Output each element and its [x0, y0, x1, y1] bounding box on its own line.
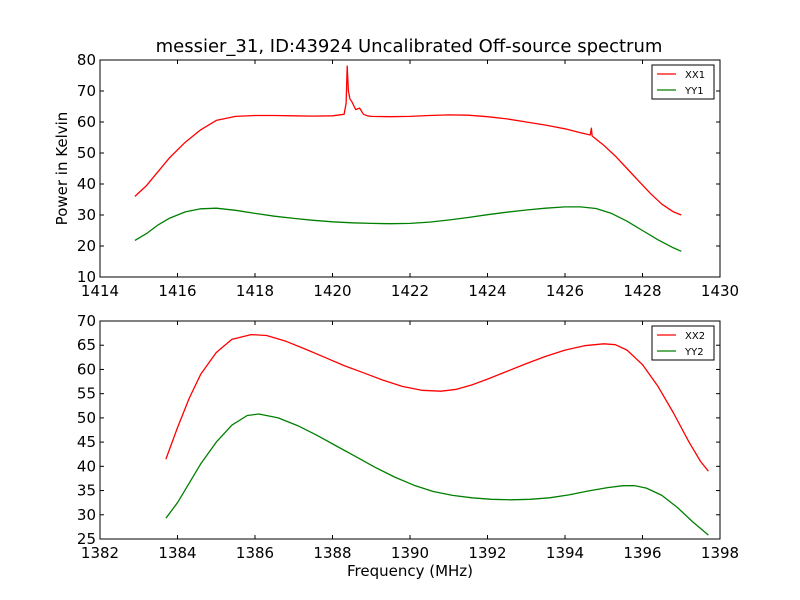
x-tick-label: 1420 [313, 282, 351, 300]
bottom-panel: 1382 1384 1386 1388 1390 1392 1394 1396 1398 25 30… [77, 312, 739, 580]
series-line-xx1 [134, 65, 682, 216]
y-tick-label: 30 [77, 206, 96, 224]
top-panel: 1414 1416 1418 1420 1422 1424 1426 1428 1430 10 20… [53, 51, 739, 300]
x-tick-label: 1414 [81, 282, 119, 300]
legend-label-yy1: YY1 [684, 86, 704, 97]
y-tick-label: 45 [77, 433, 96, 451]
x-tick-label: 1396 [623, 544, 661, 562]
x-tick-label: 1426 [546, 282, 584, 300]
y-tick-label: 30 [77, 506, 96, 524]
series-line-yy2 [165, 413, 709, 536]
x-tick-label: 1384 [158, 544, 196, 562]
y-tick-label: 20 [77, 237, 96, 255]
x-tick-label: 1388 [313, 544, 351, 562]
y-axis-label: Power in Kelvin [53, 112, 71, 226]
legend-label-xx1: XX1 [685, 70, 705, 81]
y-tick-label: 55 [77, 385, 96, 403]
y-tick-label: 60 [77, 113, 96, 131]
y-tick-label: 80 [77, 51, 96, 69]
series-line-yy1 [134, 206, 682, 252]
x-tick-label: 1394 [546, 544, 584, 562]
y-tick-label: 25 [77, 530, 96, 548]
x-axis-label: Frequency (MHz) [347, 562, 473, 580]
y-tick-label: 50 [77, 409, 96, 427]
x-tick-label: 1428 [623, 282, 661, 300]
y-tick-label: 40 [77, 175, 96, 193]
x-tick-label: 1418 [236, 282, 274, 300]
legend-label-xx2: XX2 [685, 331, 705, 342]
legend-label-yy2: YY2 [684, 347, 704, 358]
x-tick-label: 1398 [701, 544, 739, 562]
x-tick-label: 1422 [391, 282, 429, 300]
x-tick-label: 1430 [701, 282, 739, 300]
y-tick-label: 40 [77, 457, 96, 475]
y-tick-label: 35 [77, 482, 96, 500]
x-tick-label: 1416 [158, 282, 196, 300]
plot-frame [99, 320, 721, 540]
y-tick-label: 70 [77, 82, 96, 100]
legend-box [651, 64, 715, 100]
y-tick-label: 60 [77, 360, 96, 378]
legend-box [651, 325, 715, 361]
x-tick-label: 1382 [81, 544, 119, 562]
x-tick-label: 1392 [468, 544, 506, 562]
x-tick-label: 1386 [236, 544, 274, 562]
y-tick-label: 50 [77, 144, 96, 162]
y-tick-label: 70 [77, 312, 96, 330]
x-tick-label: 1424 [468, 282, 506, 300]
figure-title: messier_31, ID:43924 Uncalibrated Off-so… [156, 36, 663, 57]
x-tick-label: 1390 [391, 544, 429, 562]
y-tick-label: 10 [77, 268, 96, 286]
y-tick-label: 65 [77, 336, 96, 354]
series-line-xx2 [165, 333, 709, 472]
